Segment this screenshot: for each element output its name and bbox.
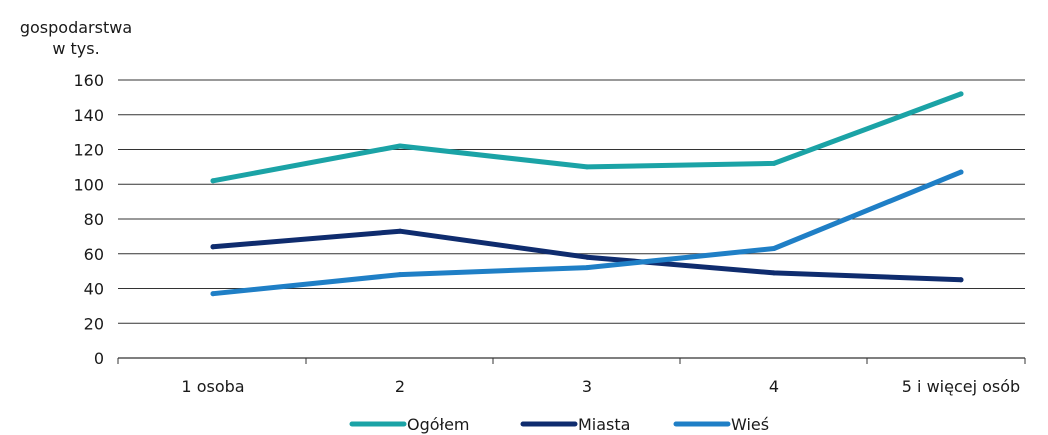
x-tick-label: 1 osoba [181,377,244,396]
legend-label: Ogółem [407,415,470,434]
x-tick-label: 5 i więcej osób [902,377,1020,396]
data-point [210,244,216,250]
data-point [771,160,777,166]
data-point [771,270,777,276]
y-tick-label: 80 [84,210,104,229]
legend: Ogółem Miasta Wieś [349,415,769,434]
y-tick-label: 60 [84,245,104,264]
y-tick-label: 40 [84,280,104,299]
y-tick-label: 0 [94,349,104,368]
axis-layer: 0 20 40 60 80 100 120 140 160 1 osoba 2 3 4 5 i więce… [73,71,1026,396]
data-point [958,169,964,175]
data-point [958,91,964,97]
data-point [584,254,590,260]
data-point [958,277,964,283]
x-tick-label: 2 [395,377,405,396]
x-tick-label: 4 [769,377,779,396]
y-tick-label: 140 [73,106,104,125]
legend-label: Miasta [578,415,630,434]
legend-label: Wieś [731,415,769,434]
data-point [771,246,777,251]
data-point [584,164,590,170]
y-tick-label: 160 [73,71,104,90]
x-tick-label: 3 [582,377,592,396]
data-point [397,228,403,234]
y-tick-label: 100 [73,175,104,194]
data-point [397,143,403,149]
data-point [584,265,590,271]
data-point [210,291,216,297]
y-axis-label-line-1: gospodarstwa [20,18,132,37]
y-axis-label-line-2: w tys. [52,39,99,58]
y-tick-label: 20 [84,314,104,333]
data-point [397,272,403,278]
series-layer [210,91,964,297]
y-tick-label: 120 [73,141,104,160]
data-point [210,178,216,184]
